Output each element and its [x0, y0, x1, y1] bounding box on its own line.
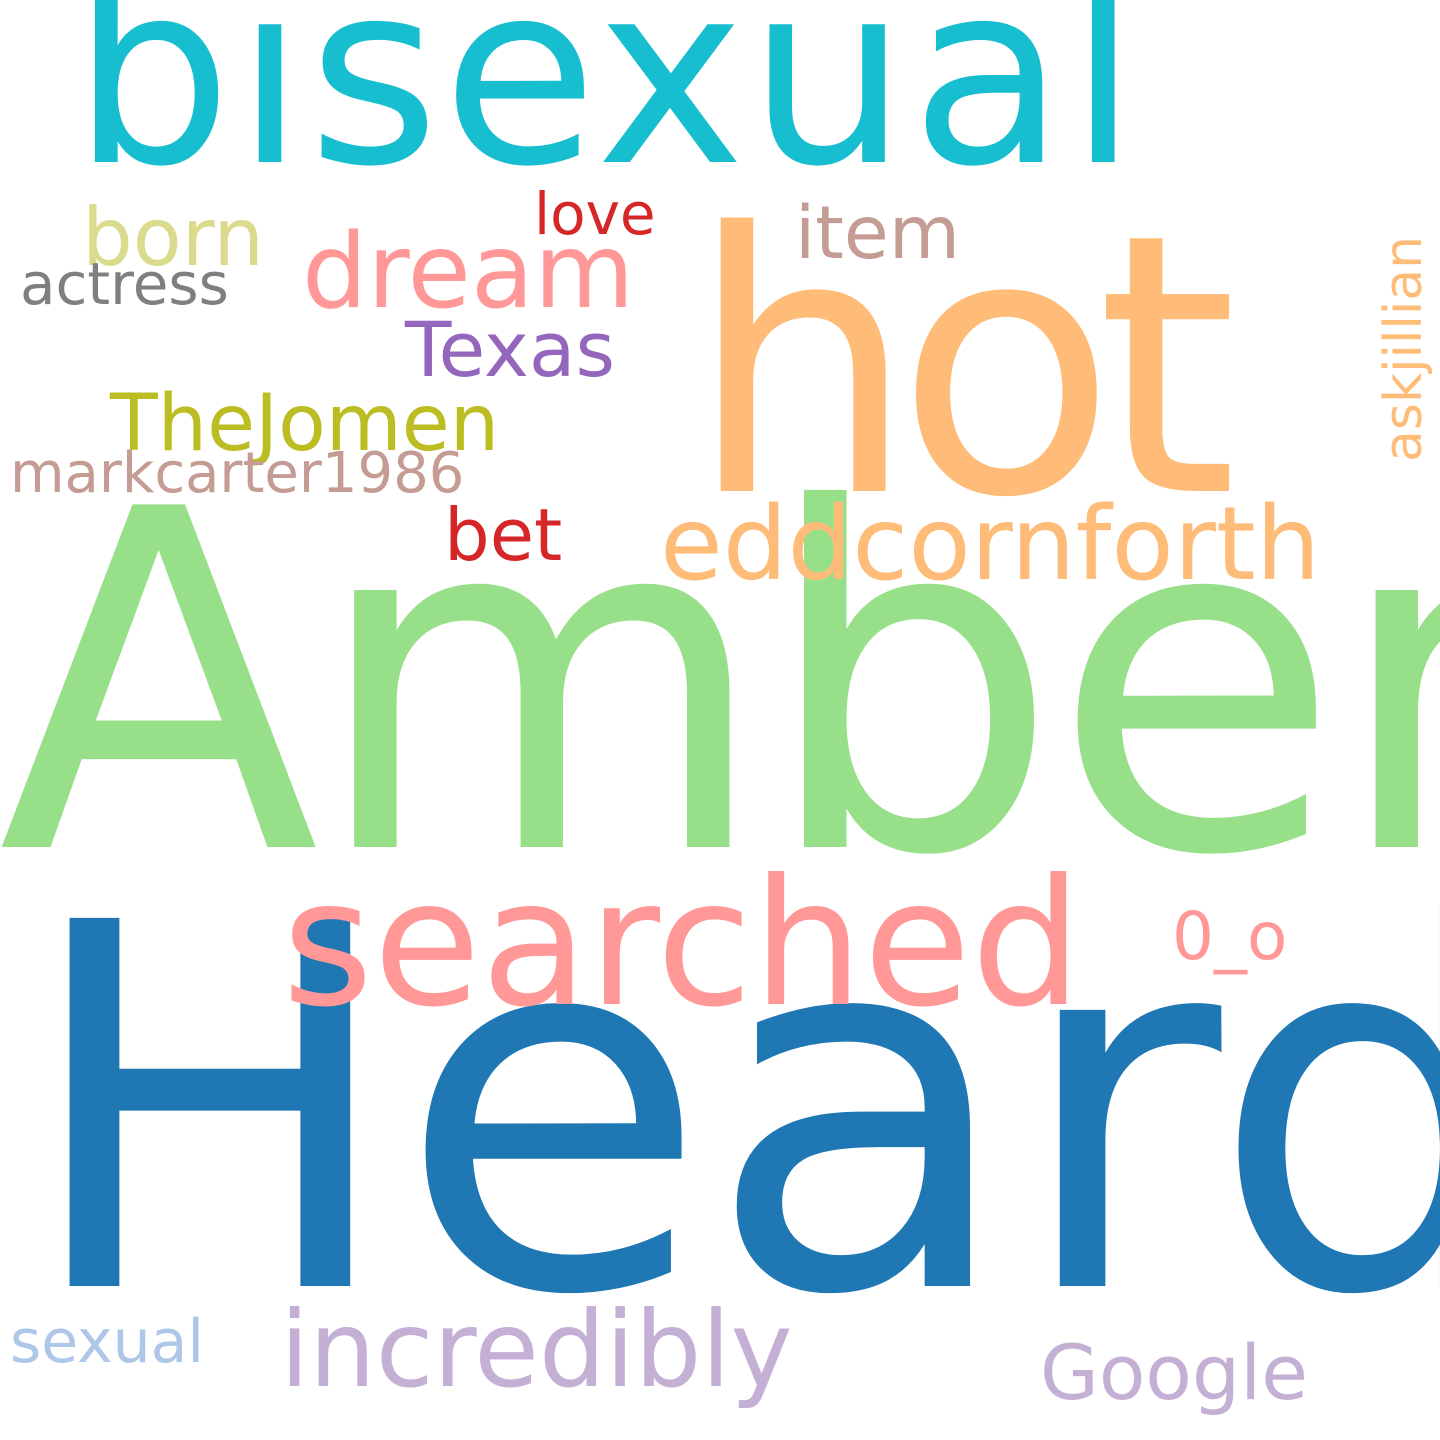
word-markcarter1986: markcarter1986: [10, 441, 465, 506]
word-dream: dream: [302, 212, 635, 332]
word-love: love: [534, 180, 656, 248]
word-bet: bet: [444, 493, 563, 577]
word-born: born: [82, 191, 264, 284]
word-askjillian: askjillian: [1374, 235, 1434, 462]
word-google: Google: [1040, 1328, 1309, 1417]
word-thejomen: TheJomen: [110, 379, 500, 469]
word-eddcornforth: eddcornforth: [660, 485, 1321, 604]
word-texas: Texas: [405, 305, 616, 394]
word-searched: searched: [282, 843, 1083, 1046]
word-0-o: 0_o: [1172, 898, 1288, 975]
word-item: item: [795, 191, 960, 276]
word-actress: actress: [20, 250, 229, 318]
word-incredibly: incredibly: [280, 1289, 793, 1411]
word-bisexual: bisexual: [72, 0, 1142, 222]
word-hot: hot: [688, 157, 1238, 576]
word-heard: Heard: [20, 818, 1440, 1406]
word-sexual: sexual: [10, 1307, 205, 1377]
word-amber: Amber: [0, 411, 1440, 958]
